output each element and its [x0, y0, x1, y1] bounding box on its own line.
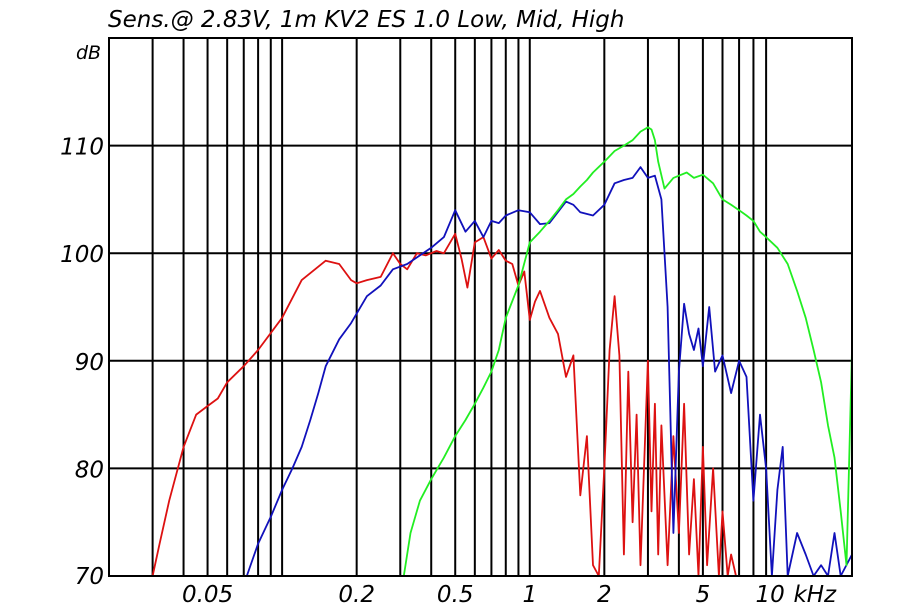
x-tick-label: 10 — [755, 582, 784, 608]
series-line-3 — [109, 126, 853, 577]
y-tick-labels: 80 90 100 110 70 — [60, 135, 104, 590]
plot-frame — [108, 37, 853, 577]
y-tick-label: 80 — [75, 457, 104, 483]
x-axis-unit: kHz — [793, 582, 837, 608]
x-tick-label: 2 — [597, 582, 612, 608]
y-tick-label: 110 — [60, 135, 104, 161]
vertical-grid — [151, 38, 768, 576]
x-tick-label: 0.05 — [182, 582, 233, 608]
x-tick-label: 0.5 — [437, 582, 474, 608]
y-axis-label: dB — [76, 42, 101, 64]
y-tick-label: 90 — [75, 350, 104, 376]
plot-series — [109, 126, 853, 577]
x-tick-label: 0.2 — [338, 582, 375, 608]
y-tick-label: 100 — [60, 242, 104, 268]
series-line-1 — [151, 232, 852, 577]
series-line-2 — [245, 166, 853, 577]
x-tick-labels: 0.05 0.2 0.5 1 2 5 10 — [182, 582, 785, 608]
horizontal-grid — [109, 144, 852, 470]
x-tick-label: 5 — [696, 582, 711, 608]
x-tick-label: 1 — [522, 582, 537, 608]
chart-title: Sens.@ 2.83V, 1m KV2 ES 1.0 Low, Mid, Hi… — [108, 7, 624, 33]
y-tick-label-bottom: 70 — [75, 564, 104, 590]
